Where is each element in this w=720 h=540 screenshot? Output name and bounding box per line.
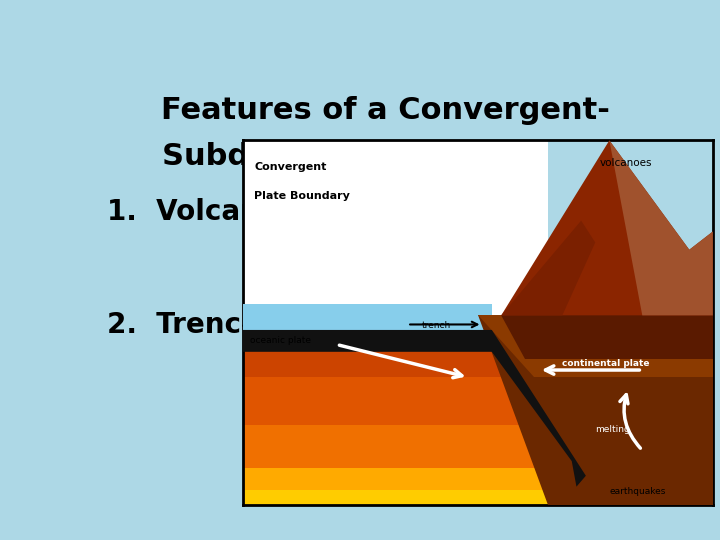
Bar — [243, 140, 713, 315]
Text: earthquakes: earthquakes — [609, 487, 666, 496]
Text: oceanic plate: oceanic plate — [250, 336, 311, 345]
Bar — [243, 315, 713, 505]
Polygon shape — [243, 305, 492, 330]
Text: 1.  Volcanic Mountain Ranges: 1. Volcanic Mountain Ranges — [107, 198, 568, 226]
Bar — [243, 490, 713, 505]
Text: Features of a Convergent-: Features of a Convergent- — [161, 96, 610, 125]
Text: trench: trench — [421, 321, 451, 330]
Polygon shape — [478, 315, 713, 505]
Bar — [243, 468, 713, 505]
Text: melting: melting — [595, 425, 630, 434]
Text: continental plate: continental plate — [562, 360, 650, 368]
Polygon shape — [243, 330, 586, 487]
Text: Subduction Boundary are:: Subduction Boundary are: — [161, 142, 610, 171]
Polygon shape — [501, 140, 713, 315]
Polygon shape — [501, 315, 713, 359]
Text: Plate Boundary: Plate Boundary — [254, 191, 350, 201]
Polygon shape — [609, 140, 713, 315]
Bar — [243, 424, 713, 505]
Polygon shape — [501, 220, 595, 315]
Bar — [243, 140, 548, 315]
Text: Convergent: Convergent — [254, 161, 327, 172]
Polygon shape — [478, 315, 713, 377]
Text: volcanoes: volcanoes — [600, 158, 652, 168]
Text: 2.  Trenches: 2. Trenches — [107, 310, 296, 339]
Bar — [243, 377, 713, 505]
